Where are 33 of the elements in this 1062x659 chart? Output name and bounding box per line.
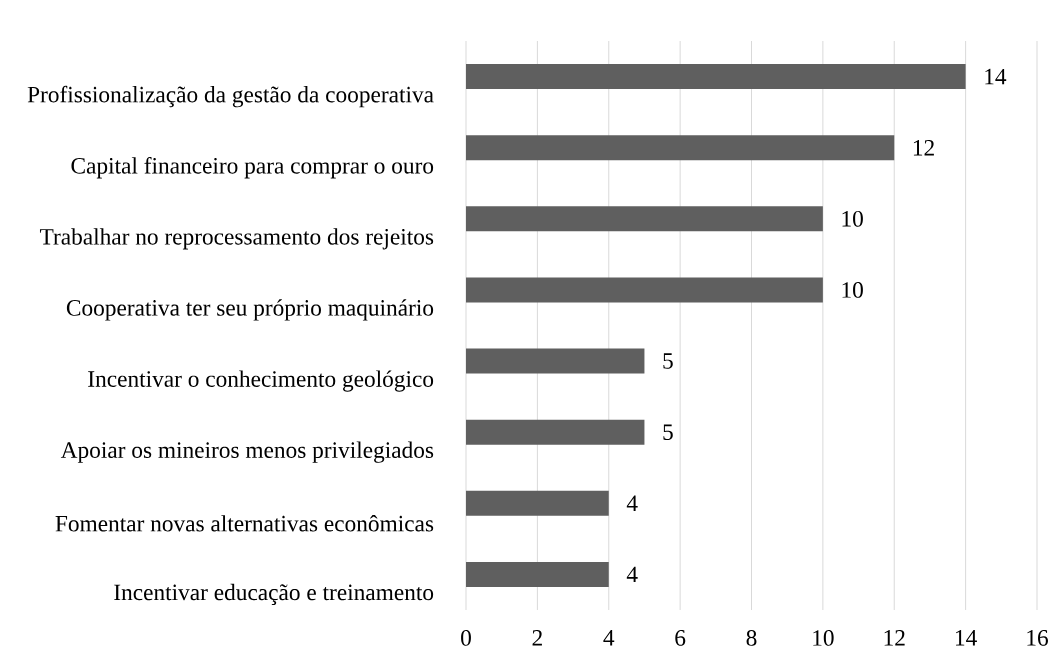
x-tick-label: 4 (603, 630, 615, 646)
y-tick-label: Apoiar os mineiros menos privilegiados (60, 441, 434, 463)
data-label: 4 (626, 495, 638, 511)
data-label: 14 (985, 68, 1007, 85)
data-label: 10 (842, 210, 863, 227)
x-tick-label: 10 (813, 630, 834, 646)
data-label: 10 (842, 282, 863, 298)
x-tick-label: 8 (746, 630, 757, 646)
bar (466, 561, 609, 587)
x-tick-label: 2 (532, 630, 542, 646)
y-tick-label: Incentivar educação e treinamento (114, 583, 434, 606)
bar (466, 419, 645, 445)
bar (466, 135, 895, 161)
bar (466, 64, 966, 90)
x-tick-label: 0 (461, 630, 471, 646)
bar (466, 348, 645, 374)
y-tick-label: Capital financeiro para comprar o ouro (71, 156, 434, 179)
x-tick-label: 14 (956, 630, 977, 646)
y-tick-label: Profissionalização da gestão da cooperativa (27, 85, 434, 108)
x-tick-label: 16 (1027, 630, 1048, 646)
data-label: 5 (663, 353, 673, 369)
x-tick-label: 12 (884, 630, 905, 646)
data-label: 4 (626, 566, 638, 583)
y-tick-label: Fomentar novas alternativas econômicas (55, 515, 434, 532)
x-tick-label: 6 (675, 630, 686, 646)
y-tick-label: Trabalhar no reprocessamento dos rejeitos (39, 228, 434, 250)
bar (466, 277, 823, 303)
y-tick-label: Cooperativa ter seu próprio maquinário (66, 299, 434, 321)
bar (466, 206, 823, 232)
bar (466, 490, 609, 516)
y-tick-label: Incentivar o conhecimento geológico (88, 370, 434, 392)
data-label: 12 (913, 139, 934, 156)
data-label: 5 (663, 424, 673, 440)
